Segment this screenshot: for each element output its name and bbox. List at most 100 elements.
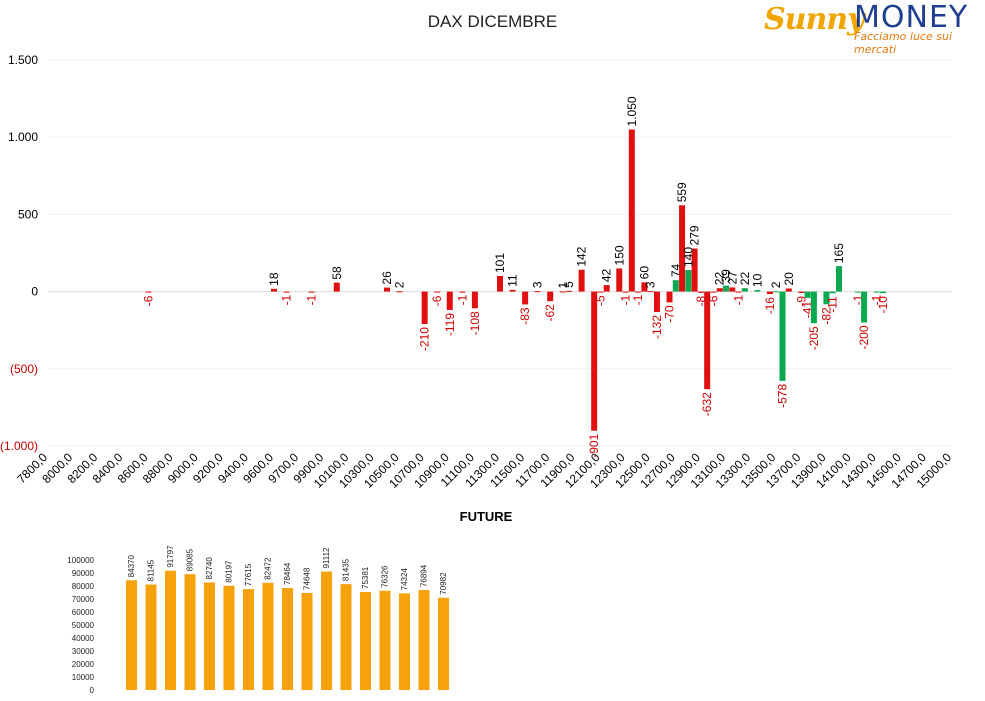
data-label: -132 <box>650 315 664 339</box>
bar <box>641 282 648 292</box>
future-bar <box>243 589 254 690</box>
future-y-tick-label: 20000 <box>72 660 95 669</box>
data-label: 2 <box>393 281 407 288</box>
y-tick-label: 1.000 <box>8 130 38 144</box>
future-chart-title: FUTURE <box>459 509 513 524</box>
bar <box>723 285 729 292</box>
bar <box>434 291 441 293</box>
data-label: 74 <box>669 264 683 278</box>
future-y-tick-label: 0 <box>90 686 95 695</box>
future-bar <box>418 590 430 690</box>
bar <box>704 291 711 390</box>
data-label: 559 <box>675 182 689 202</box>
bar <box>597 291 604 293</box>
data-label: -1 <box>851 294 865 305</box>
future-bar <box>360 592 371 690</box>
data-label: 58 <box>330 266 344 280</box>
future-data-label: 70982 <box>439 572 448 595</box>
future-bar <box>262 582 274 690</box>
bar <box>421 291 428 325</box>
data-label: 10 <box>750 273 764 287</box>
y-tick-label: (500) <box>10 362 38 376</box>
data-label: -5 <box>593 295 607 306</box>
logo-tagline: Facciamo luce sui mercati <box>854 30 953 56</box>
data-label: 2 <box>769 281 783 288</box>
bar <box>578 269 585 292</box>
future-data-label: 81435 <box>342 558 351 581</box>
future-data-label: 74324 <box>400 568 409 591</box>
bar <box>333 282 340 292</box>
future-data-label: 91112 <box>322 547 331 569</box>
data-label: 39 <box>719 269 733 283</box>
future-data-label: 84370 <box>127 555 136 578</box>
data-label: 5 <box>562 281 576 288</box>
bar <box>616 268 623 292</box>
data-label: 20 <box>782 272 796 286</box>
future-data-label: 89085 <box>186 548 195 571</box>
future-y-tick-label: 40000 <box>72 634 95 643</box>
bar <box>559 291 566 293</box>
bar <box>647 291 654 293</box>
future-bar <box>204 582 215 690</box>
future-y-tick-label: 50000 <box>72 621 95 630</box>
future-y-tick-label: 30000 <box>72 647 95 656</box>
data-label: 3 <box>644 281 658 288</box>
data-label: -6 <box>706 295 720 306</box>
bar <box>823 291 830 305</box>
bar <box>861 291 868 323</box>
bar <box>271 288 277 292</box>
logo-sunny-text: Sunny <box>764 2 865 37</box>
data-label: -11 <box>826 296 840 313</box>
data-label: -1 <box>631 294 645 305</box>
data-label: 279 <box>688 225 702 245</box>
data-label: 18 <box>267 272 281 286</box>
bar <box>672 280 679 292</box>
y-tick-label: 0 <box>31 285 38 299</box>
future-data-label: 82740 <box>205 557 214 580</box>
future-data-label: 74648 <box>303 567 312 590</box>
bar <box>566 290 573 292</box>
bar <box>710 291 717 293</box>
future-bar <box>165 570 176 690</box>
y-tick-label: 500 <box>18 207 38 221</box>
data-label: -62 <box>543 304 557 322</box>
bar <box>446 291 453 310</box>
bar <box>879 291 886 294</box>
data-label: -1 <box>305 294 319 305</box>
bar <box>785 288 792 292</box>
bar <box>679 205 686 292</box>
data-label: -1 <box>870 294 884 305</box>
bar <box>145 291 152 293</box>
future-bar <box>184 574 196 690</box>
bar <box>754 290 761 292</box>
y-tick-label: 1.500 <box>8 53 38 67</box>
data-label: -901 <box>587 433 601 457</box>
data-label: 11 <box>506 274 520 287</box>
data-label: -210 <box>418 327 432 351</box>
data-label: 1 <box>556 281 570 288</box>
data-label: -108 <box>468 311 482 335</box>
future-bar <box>145 584 157 690</box>
data-label: -6 <box>430 295 444 306</box>
data-label: -6 <box>141 295 155 306</box>
future-y-tick-label: 60000 <box>72 608 95 617</box>
data-label: 60 <box>637 266 651 280</box>
bar <box>836 266 842 292</box>
future-data-label: 76326 <box>381 565 390 588</box>
future-data-label: 82472 <box>264 557 273 580</box>
bar <box>735 291 742 293</box>
data-label: -1 <box>280 294 294 305</box>
data-label: -70 <box>663 305 677 323</box>
bar <box>591 291 598 431</box>
data-label: -1 <box>455 294 469 305</box>
sunny-money-logo: Sunny MONEY Facciamo luce sui mercati <box>762 0 984 56</box>
bar <box>666 291 673 303</box>
bar <box>396 291 403 293</box>
future-bar <box>223 585 235 690</box>
chart-title: DAX DICEMBRE <box>427 12 558 31</box>
data-label: 26 <box>380 271 394 285</box>
data-label: -16 <box>763 297 777 315</box>
data-label: -578 <box>776 384 790 408</box>
bar <box>459 291 466 293</box>
